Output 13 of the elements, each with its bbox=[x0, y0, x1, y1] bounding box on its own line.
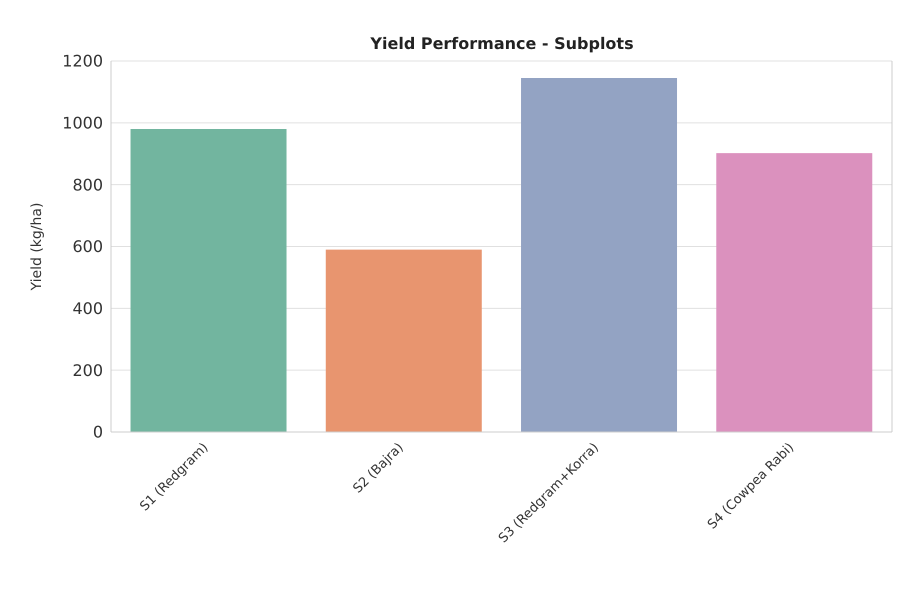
bar bbox=[130, 129, 287, 432]
y-tick-label: 400 bbox=[72, 299, 103, 318]
y-tick-label: 200 bbox=[72, 360, 103, 380]
y-tick-label: 600 bbox=[72, 237, 103, 256]
y-tick-label: 0 bbox=[92, 422, 103, 442]
bar bbox=[326, 250, 482, 432]
y-tick-label: 1000 bbox=[62, 114, 103, 133]
chart-title: Yield Performance - Subplots bbox=[369, 34, 635, 53]
y-tick-label: 800 bbox=[72, 175, 103, 194]
bar bbox=[521, 78, 678, 432]
y-axis-title: Yield (kg/ha) bbox=[28, 202, 45, 292]
y-tick-label: 1200 bbox=[62, 52, 103, 71]
bar bbox=[716, 153, 872, 432]
